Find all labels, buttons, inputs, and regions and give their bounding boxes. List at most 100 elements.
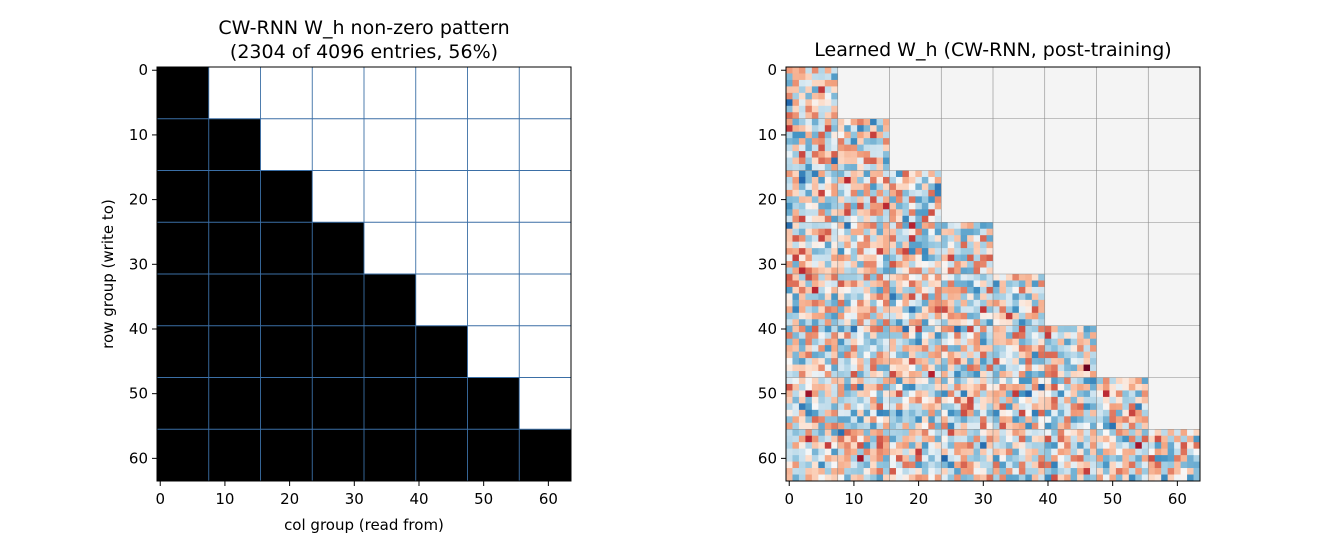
weight-cell [870,183,877,191]
masked-cell [1128,319,1136,327]
masked-cell [895,112,903,120]
masked-cell [960,196,968,204]
masked-cell [1174,189,1181,197]
weight-cell [954,306,962,314]
weight-cell [980,261,987,268]
weight-cell [1031,338,1039,346]
masked-cell [1031,73,1039,81]
masked-cell [1148,299,1156,307]
weight-cell [993,286,1000,294]
masked-cell [1167,105,1175,113]
masked-cell [1090,209,1097,217]
masked-cell [1083,293,1091,301]
weight-cell [870,312,877,320]
masked-cell [1090,215,1097,223]
masked-cell [1077,280,1084,288]
weight-cell [1135,383,1143,391]
weight-cell [818,312,826,320]
masked-cell [1018,131,1026,139]
weight-cell [831,409,839,417]
weight-cell [1128,390,1136,398]
masked-cell [895,151,903,158]
weight-cell [870,293,877,301]
masked-cell [857,105,864,113]
masked-cell [1115,358,1123,365]
nonzero-block [415,325,468,378]
weight-cell [921,390,929,398]
masked-cell [921,112,929,120]
masked-cell [1077,125,1084,133]
masked-cell [928,144,936,152]
masked-cell [1187,73,1194,81]
masked-cell [1154,164,1162,171]
weight-cell [818,164,826,171]
weight-cell [870,416,877,424]
masked-cell [1051,286,1059,294]
masked-cell [1044,196,1052,204]
weight-cell [980,286,987,294]
masked-cell [1096,312,1104,320]
weight-cell [786,151,793,158]
weight-cell [889,325,897,333]
weight-cell [883,409,890,417]
masked-cell [973,183,981,191]
weight-cell [908,455,916,462]
weight-cell [1057,345,1065,352]
masked-cell [1180,345,1188,352]
weight-cell [811,416,819,424]
weight-cell [876,261,884,268]
weight-cell [1012,474,1020,482]
masked-cell [1135,157,1143,165]
masked-cell [895,99,903,107]
y-tick-label: 60 [129,449,148,467]
weight-cell [837,202,845,210]
weight-cell [844,377,852,385]
weight-cell [921,332,929,340]
weight-cell [947,409,955,417]
weight-cell [967,306,974,314]
masked-cell [973,209,981,217]
masked-cell [908,73,916,81]
masked-cell [1031,228,1039,236]
masked-cell [915,118,923,126]
masked-cell [1070,293,1078,301]
masked-cell [1064,92,1071,100]
weight-cell [824,170,832,178]
weight-cell [876,267,884,275]
weight-cell [973,338,981,346]
weight-cell [850,299,858,307]
masked-cell [928,164,936,171]
weight-cell [824,105,832,113]
masked-cell [1064,286,1071,294]
weight-cell [818,299,826,307]
masked-cell [1090,189,1097,197]
masked-cell [1148,364,1156,372]
masked-cell [1064,254,1071,262]
weight-cell [947,442,955,450]
masked-cell [1090,274,1097,281]
weight-cell [870,332,877,340]
weight-cell [895,358,903,365]
masked-cell [889,125,897,133]
weight-cell [883,267,890,275]
weight-cell [786,209,793,217]
masked-cell [1167,118,1175,126]
masked-cell [1128,325,1136,333]
masked-cell [1193,332,1201,340]
weight-cell [960,377,968,385]
weight-cell [1044,377,1052,385]
masked-cell [1102,176,1110,184]
weight-cell [883,176,890,184]
weight-cell [1070,403,1078,411]
weight-cell [1005,293,1013,301]
weight-cell [954,248,962,255]
weight-cell [850,345,858,352]
weight-cell [844,468,852,475]
weight-cell [1031,351,1039,359]
masked-cell [1109,138,1117,145]
weight-cell [895,228,903,236]
masked-cell [1109,306,1117,314]
masked-cell [960,151,968,158]
masked-cell [1044,99,1052,107]
weight-cell [986,422,994,430]
